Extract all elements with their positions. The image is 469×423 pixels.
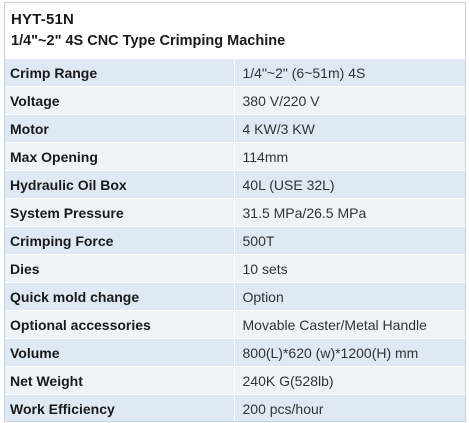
spec-label: Quick mold change [4, 282, 235, 311]
table-row: Crimping Force 500T [4, 226, 466, 255]
spec-value: 40L (USE 32L) [234, 170, 466, 199]
table-row: Crimp Range 1/4"~2" (6~51m) 4S [4, 58, 466, 87]
spec-label: Volume [4, 338, 235, 367]
spec-value: Option [234, 282, 466, 311]
table-row: System Pressure 31.5 MPa/26.5 MPa [4, 198, 466, 227]
spec-value: 380 V/220 V [234, 86, 466, 115]
table-row: Dies 10 sets [4, 254, 466, 283]
spec-value: 4 KW/3 KW [234, 114, 466, 143]
title-block: HYT-51N 1/4"~2" 4S CNC Type Crimping Mac… [4, 2, 466, 58]
spec-value: 10 sets [234, 254, 466, 283]
spec-label: Motor [4, 114, 235, 143]
table-row: Motor 4 KW/3 KW [4, 114, 466, 143]
spec-label: Net Weight [4, 366, 235, 395]
spec-label: Hydraulic Oil Box [4, 170, 235, 199]
spec-value: 31.5 MPa/26.5 MPa [234, 198, 466, 227]
table-row: Net Weight 240K G(528lb) [4, 366, 466, 395]
spec-label: Dies [4, 254, 235, 283]
spec-label: Optional accessories [4, 310, 235, 339]
spec-value: Movable Caster/Metal Handle [234, 310, 466, 339]
table-row: Optional accessories Movable Caster/Meta… [4, 310, 466, 339]
product-title: 1/4"~2" 4S CNC Type Crimping Machine [11, 33, 286, 49]
spec-label: Max Opening [4, 142, 235, 171]
spec-label: Voltage [4, 86, 235, 115]
table-row: Volume 800(L)*620 (w)*1200(H) mm [4, 338, 466, 367]
spec-value: 114mm [234, 142, 466, 171]
spec-label: System Pressure [4, 198, 235, 227]
spec-table: Crimp Range 1/4"~2" (6~51m) 4S Voltage 3… [4, 58, 466, 423]
table-row: Quick mold change Option [4, 282, 466, 311]
spec-value: 240K G(528lb) [234, 366, 466, 395]
spec-value: 500T [234, 226, 466, 255]
table-row: Work Efficiency 200 pcs/hour [4, 394, 466, 423]
table-row: Hydraulic Oil Box 40L (USE 32L) [4, 170, 466, 199]
spec-value: 800(L)*620 (w)*1200(H) mm [234, 338, 466, 367]
model-number: HYT-51N [11, 11, 75, 28]
spec-label: Work Efficiency [4, 394, 235, 423]
table-row: Max Opening 114mm [4, 142, 466, 171]
table-row: Voltage 380 V/220 V [4, 86, 466, 115]
spec-label: Crimp Range [4, 58, 235, 87]
spec-value: 1/4"~2" (6~51m) 4S [234, 58, 466, 87]
spec-value: 200 pcs/hour [234, 394, 466, 423]
spec-label: Crimping Force [4, 226, 235, 255]
